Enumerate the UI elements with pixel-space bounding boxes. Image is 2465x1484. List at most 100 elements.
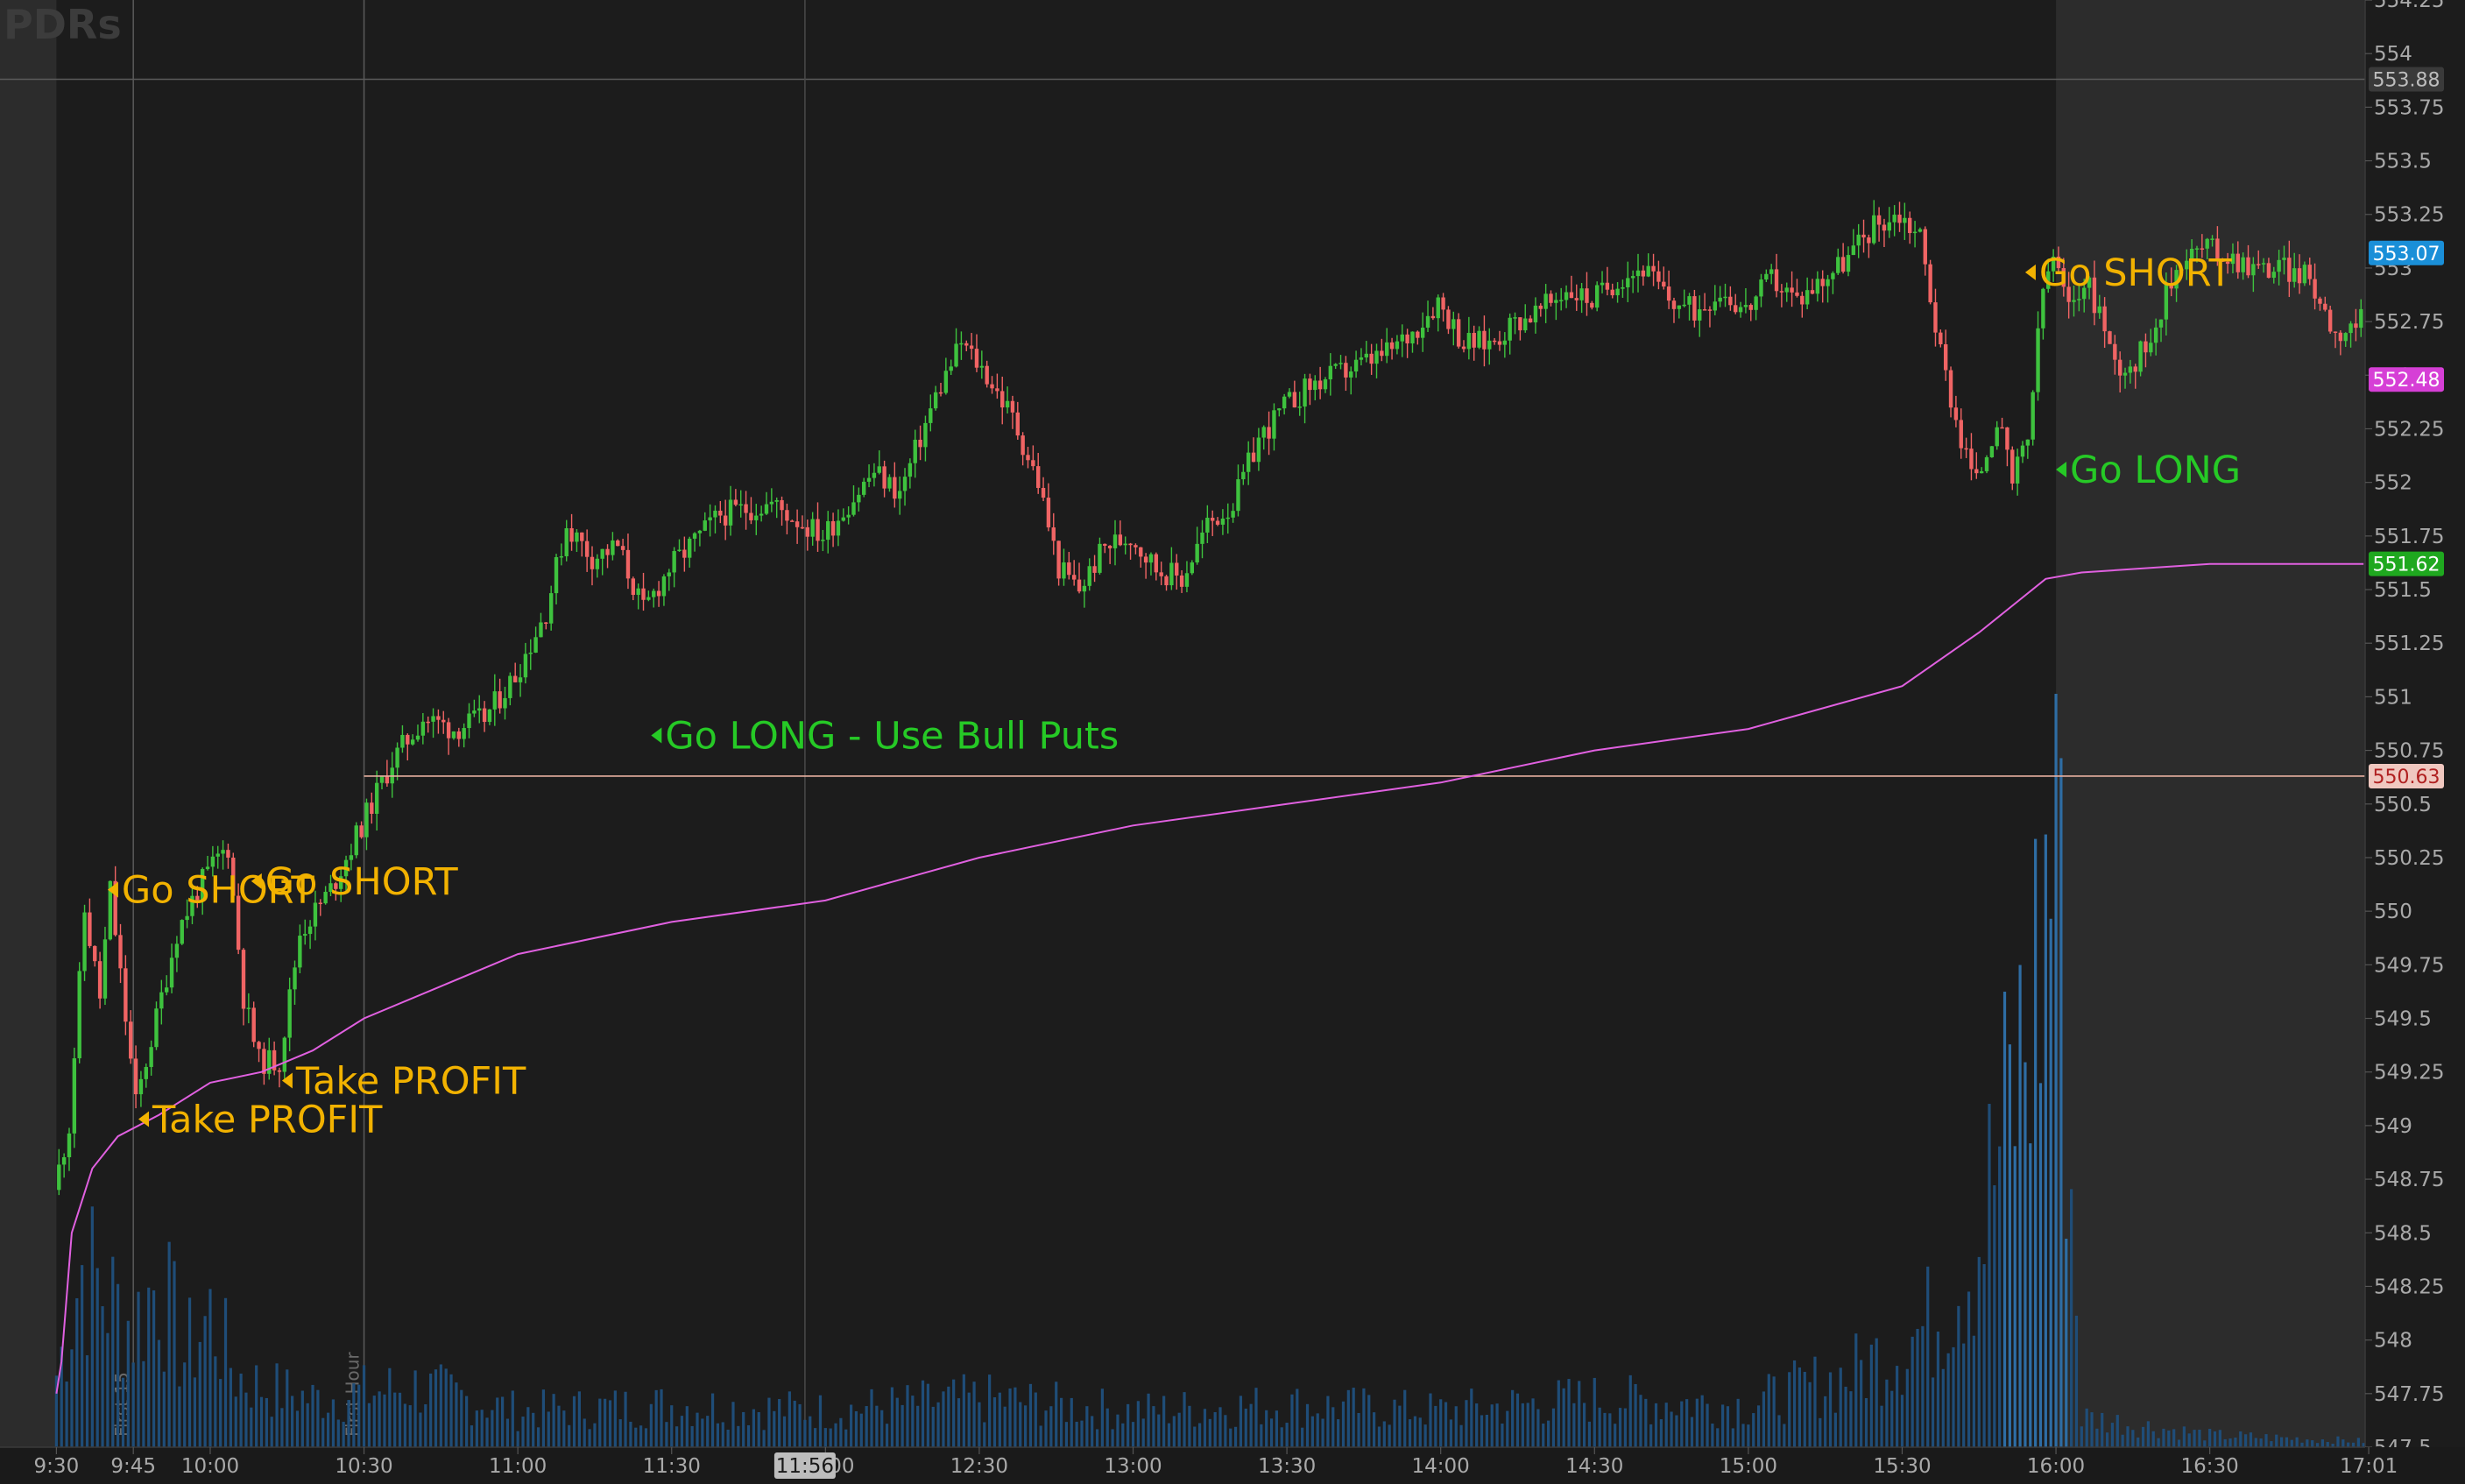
- volume-bar: [931, 1406, 935, 1447]
- candle-up: [692, 533, 697, 539]
- volume-bar: [983, 1422, 986, 1447]
- volume-bar: [1480, 1415, 1484, 1447]
- candle-up: [1169, 562, 1174, 586]
- volume-bar: [1301, 1427, 1304, 1447]
- volume-bar: [491, 1410, 494, 1447]
- candle-up: [1502, 340, 1508, 345]
- volume-bar: [1080, 1420, 1084, 1447]
- candle-up: [472, 710, 477, 714]
- candle-down: [625, 549, 631, 579]
- volume-bar: [2275, 1434, 2278, 1447]
- candle-up: [492, 691, 497, 710]
- volume-bar: [2024, 1062, 2027, 1447]
- candle-up: [554, 557, 559, 594]
- candle-up: [1272, 410, 1276, 439]
- volume-bar: [1521, 1403, 1524, 1447]
- volume-bar: [81, 1265, 84, 1447]
- volume-bar: [1511, 1389, 1515, 1447]
- volume-bar: [1188, 1405, 1191, 1447]
- volume-bar: [465, 1396, 469, 1447]
- candle-down: [2323, 303, 2327, 310]
- signal-label: Go SHORT: [122, 869, 315, 913]
- candle-up: [1220, 518, 1225, 525]
- volume-bar: [511, 1390, 514, 1447]
- volume-bar: [1275, 1410, 1278, 1447]
- candle-down: [938, 392, 943, 394]
- volume-bar: [1849, 1391, 1853, 1447]
- candle-up: [1062, 562, 1066, 579]
- candle-up: [349, 855, 354, 860]
- volume-bar: [2326, 1442, 2329, 1447]
- volume-bar: [2080, 1426, 2083, 1447]
- candle-down: [1876, 215, 1882, 225]
- volume-bar: [1670, 1411, 1673, 1447]
- candle-down: [800, 526, 805, 529]
- volume-bar: [1706, 1403, 1709, 1447]
- volume-bar: [577, 1391, 581, 1447]
- volume-bar: [1470, 1389, 1473, 1447]
- candle-down: [1959, 420, 1963, 449]
- watermark-logo: PDRs: [4, 1, 122, 48]
- candle-down: [590, 556, 595, 569]
- volume-bar: [1116, 1414, 1119, 1447]
- previous-close-label: 553.88: [2373, 70, 2440, 92]
- candle-down: [251, 1007, 256, 1042]
- volume-bar: [562, 1410, 566, 1447]
- candle-down: [1154, 554, 1159, 573]
- candle-down: [882, 466, 886, 489]
- volume-bar: [1614, 1424, 1617, 1447]
- volume-bar: [439, 1364, 442, 1447]
- candle-down: [1051, 527, 1056, 541]
- candle-down: [1908, 217, 1912, 234]
- volume-bar: [1680, 1401, 1684, 1447]
- volume-bar: [916, 1405, 920, 1447]
- candle-down: [620, 546, 625, 550]
- candle-down: [1953, 407, 1959, 420]
- volume-bar: [255, 1365, 258, 1447]
- candle-down: [1923, 229, 1927, 265]
- y-tick-label: 554: [2374, 43, 2412, 66]
- candle-down: [2144, 341, 2148, 353]
- volume-bar: [1526, 1403, 1529, 1447]
- volume-bar: [1249, 1403, 1253, 1447]
- candle-up: [913, 439, 917, 463]
- candle-up: [2343, 333, 2348, 342]
- x-tick-label: 17:01: [2340, 1455, 2398, 1478]
- candle-down: [1948, 370, 1953, 408]
- candle-down: [964, 343, 969, 346]
- candle-down: [733, 499, 738, 505]
- volume-bar: [1690, 1417, 1694, 1447]
- volume-bar: [2101, 1412, 2104, 1447]
- volume-bar: [660, 1389, 663, 1447]
- volume-bar: [992, 1397, 997, 1447]
- y-tick-label: 551: [2374, 686, 2412, 709]
- y-tick-label: 552.75: [2374, 311, 2444, 334]
- volume-bar: [167, 1241, 171, 1447]
- candle-down: [2117, 359, 2122, 376]
- candle-up: [374, 782, 379, 814]
- candle-down: [744, 504, 748, 513]
- candle-up: [2036, 328, 2040, 392]
- candle-down: [1656, 271, 1661, 282]
- y-tick-label: 550.75: [2374, 740, 2444, 763]
- candle-up: [1313, 380, 1317, 391]
- volume-bar: [2306, 1439, 2309, 1447]
- volume-bar: [2105, 1432, 2109, 1447]
- volume-bar: [326, 1412, 330, 1447]
- candle-up: [1523, 318, 1528, 331]
- volume-bar: [496, 1397, 499, 1447]
- volume-bar: [1111, 1429, 1114, 1447]
- volume-bar: [219, 1379, 222, 1447]
- volume-bar: [1136, 1401, 1140, 1447]
- candle-down: [1569, 292, 1574, 299]
- candle-up: [1718, 297, 1722, 302]
- candle-down: [1692, 296, 1697, 321]
- x-tick-label: 9:30: [34, 1455, 80, 1478]
- candle-up: [2072, 300, 2076, 302]
- signal-label: Go LONG - Use Bull Puts: [665, 714, 1119, 758]
- volume-bar: [229, 1367, 232, 1447]
- candle-up: [2302, 265, 2307, 284]
- candle-up: [774, 499, 779, 502]
